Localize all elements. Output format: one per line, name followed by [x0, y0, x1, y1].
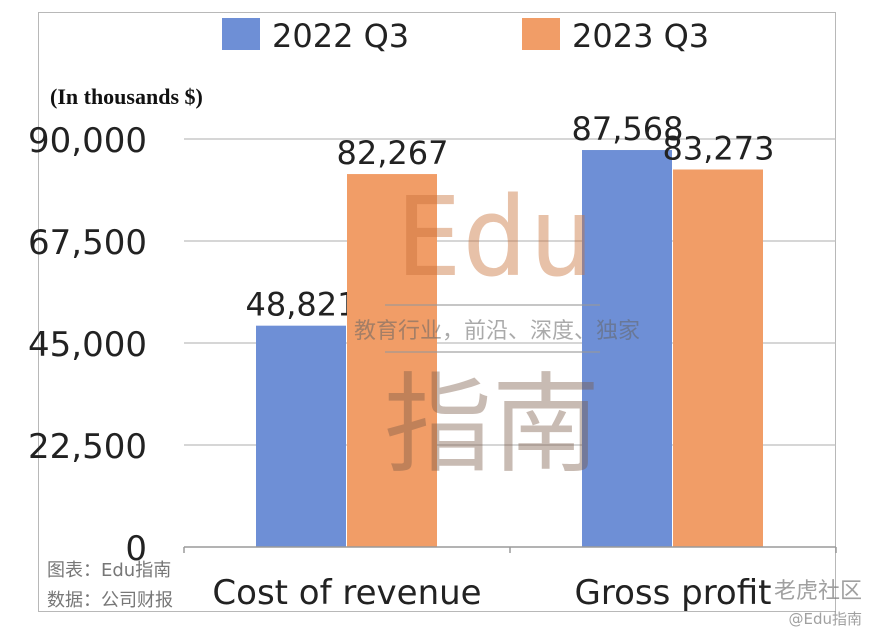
watermark-edu: Edu: [396, 173, 595, 301]
watermark-zhinan: 指南: [384, 363, 600, 488]
watermark: Edu 教育行业，前沿、深度、独家 指南: [354, 173, 640, 488]
legend-label-2022-q3: 2022 Q3: [272, 17, 409, 55]
axes: 0 22,500 45,000 67,500 90,000 Cost of revenue…: [28, 121, 837, 613]
y-tick-label: 22,500: [28, 427, 147, 467]
unit-label: (In thousands $): [50, 84, 203, 109]
legend-label-2023-q3: 2023 Q3: [572, 17, 709, 55]
category-label: Cost of revenue: [212, 573, 481, 613]
legend-swatch-2023-q3: [522, 18, 560, 50]
watermark-tagline: 教育行业，前沿、深度、独家: [354, 319, 640, 344]
legend: 2022 Q3 2023 Q3: [222, 17, 709, 55]
credit-chart-by: 图表：Edu指南: [47, 560, 171, 581]
bar: [347, 174, 437, 547]
credit-data-source: 数据：公司财报: [47, 590, 173, 611]
chart-frame: [38, 12, 836, 612]
category-label: Gross profit: [575, 573, 772, 613]
y-tick-label: 0: [125, 529, 147, 569]
bar: [673, 169, 763, 547]
bar: [256, 325, 346, 547]
data-label: 48,821: [246, 286, 358, 324]
corner-community-watermark: 老虎社区: [774, 579, 862, 604]
y-tick-label: 67,500: [28, 223, 147, 263]
y-tick-label: 90,000: [28, 121, 147, 161]
data-label: 82,267: [337, 134, 449, 172]
corner-handle-watermark: @Edu指南: [788, 610, 862, 628]
legend-swatch-2022-q3: [222, 18, 260, 50]
data-label: 87,568: [572, 110, 684, 148]
y-tick-label: 45,000: [28, 325, 147, 365]
data-label: 83,273: [663, 129, 775, 167]
bar: [582, 150, 672, 547]
